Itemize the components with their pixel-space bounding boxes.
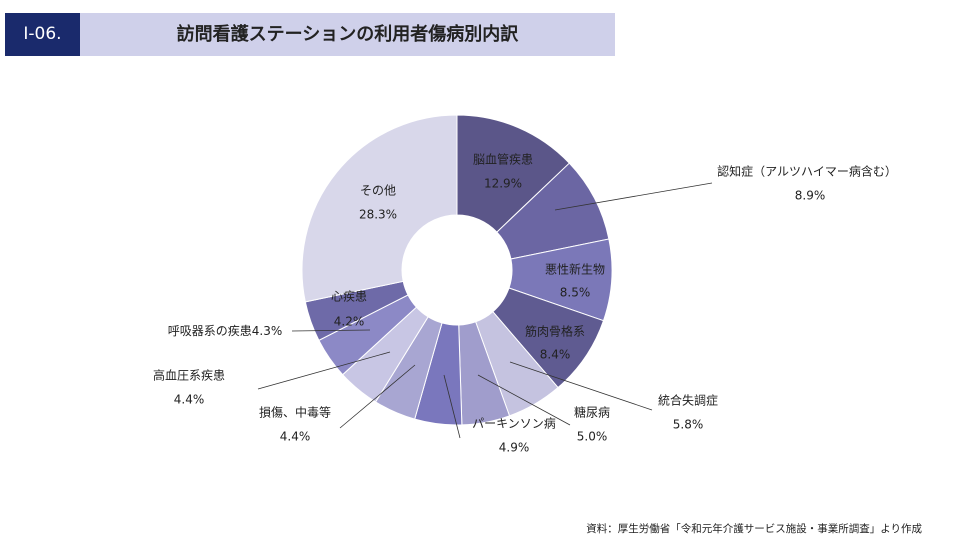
leader-line [257, 351, 391, 390]
category-label: パーキンソン病 [472, 416, 556, 431]
category-label: 呼吸器系の疾患 [168, 323, 252, 338]
leader-line [509, 361, 653, 411]
donut-slice [301, 114, 458, 303]
leader-line [477, 374, 571, 426]
leader-line [339, 364, 416, 429]
source-note: 資料：厚生労働省「令和元年介護サービス施設・事業所調査」より作成 [586, 523, 922, 535]
value-label: 28.3% [359, 208, 397, 222]
category-label: 認知症（アルツハイマー病含む） [717, 164, 897, 179]
section-badge: Ⅰ-06. [5, 13, 80, 56]
category-label: 統合失調症 [658, 393, 718, 408]
category-label: その他 [360, 184, 396, 198]
category-label: 筋肉骨格系 [525, 324, 585, 339]
value-label: 8.5% [560, 286, 591, 300]
category-label: 悪性新生物 [545, 262, 605, 277]
leader-line [554, 182, 713, 211]
donut-slice [456, 114, 571, 233]
leader-line [443, 374, 461, 439]
value-label: 8.9% [795, 189, 826, 203]
page-title: 訪問看護ステーションの利用者傷病別内訳 [80, 13, 615, 56]
leader-line [291, 329, 371, 332]
slice-label: 呼吸器系の疾患4.3% [168, 323, 283, 338]
category-label: 高血圧系疾患 [153, 368, 225, 383]
value-label: 5.0% [577, 430, 608, 444]
category-label: 心疾患 [331, 289, 367, 304]
value-label: 4.4% [174, 393, 205, 407]
category-label: 糖尿病 [574, 405, 610, 420]
value-label: 12.9% [484, 177, 522, 191]
value-label: 5.8% [673, 418, 704, 432]
value-label: 4.4% [280, 430, 311, 444]
value-label: 4.9% [499, 441, 530, 455]
category-label: 脳血管疾患 [473, 152, 533, 167]
category-label: 損傷、中毒等 [259, 405, 331, 420]
value-label: 4.2% [334, 315, 365, 329]
value-label: 4.3% [252, 324, 283, 338]
value-label: 8.4% [540, 348, 571, 362]
